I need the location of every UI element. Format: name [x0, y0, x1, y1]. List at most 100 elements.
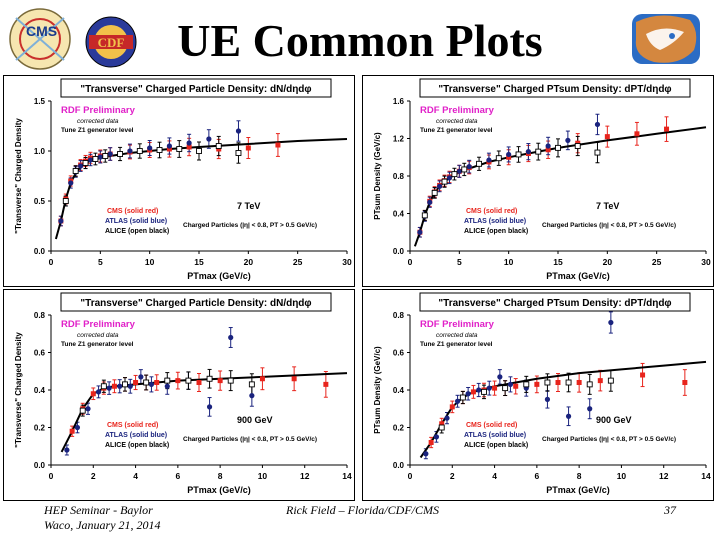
- y-axis-label: PTsum Density (GeV/c): [373, 132, 382, 220]
- legend-atlas: ATLAS (solid blue): [105, 218, 167, 225]
- y-tick-label: 0.0: [34, 461, 46, 470]
- y-tick-label: 1.5: [34, 97, 46, 106]
- cms-point: [259, 376, 265, 382]
- florida-gator-logo: [630, 10, 702, 70]
- x-tick-label: 15: [553, 257, 563, 267]
- legend-atlas: ATLAS (solid blue): [105, 432, 167, 439]
- chart-title-box: [60, 78, 332, 98]
- energy-label: 7 TeV: [596, 201, 619, 211]
- atlas-point: [506, 151, 512, 158]
- cdf-logo: CDF: [80, 14, 142, 70]
- rdf-preliminary-label: RDF Preliminary: [420, 105, 495, 116]
- cms-point: [634, 131, 640, 137]
- alice-point: [607, 377, 614, 384]
- alice-point: [196, 148, 202, 154]
- footer-venue-line1: HEP Seminar - Baylor: [44, 503, 153, 517]
- atlas-point: [456, 168, 462, 174]
- atlas-point: [97, 154, 103, 160]
- y-axis-label: "Transverse" Charged Density: [14, 118, 23, 234]
- cms-point: [545, 147, 551, 153]
- atlas-point: [437, 183, 443, 189]
- x-tick-label: 5: [457, 257, 462, 267]
- alice-point: [438, 424, 445, 431]
- atlas-point: [147, 145, 153, 151]
- footer-author: Rick Field – Florida/CDF/CMS: [286, 503, 439, 517]
- atlas-point: [249, 393, 255, 399]
- cms-point: [470, 389, 476, 395]
- x-axis-label: PTmax (GeV/c): [546, 485, 610, 495]
- footer-venue-line2: Waco, January 21, 2014: [44, 518, 161, 532]
- panel-frame: [3, 75, 355, 287]
- atlas-point: [565, 413, 572, 419]
- atlas-point: [497, 374, 503, 380]
- atlas-point: [444, 415, 450, 421]
- y-axis-label: "Transverse" Charged Density: [14, 332, 23, 448]
- alice-point: [555, 144, 561, 151]
- chart-svg: "Transverse" Charged Particle Density: d…: [3, 75, 355, 287]
- rdf-preliminary-label: RDF Preliminary: [61, 319, 136, 330]
- tune-label: Tune Z1 generator level: [420, 127, 493, 134]
- alice-point: [451, 171, 458, 178]
- alice-point: [459, 394, 466, 401]
- atlas-point: [117, 383, 123, 389]
- cms-point: [196, 380, 202, 385]
- alice-point: [235, 150, 242, 156]
- atlas-point: [608, 319, 614, 326]
- y-tick-label: 0.2: [393, 424, 405, 433]
- chart-title-box: [60, 292, 332, 312]
- alice-point: [100, 383, 107, 390]
- atlas-point: [107, 151, 113, 157]
- alice-point: [523, 381, 530, 388]
- rdf-preliminary-label: RDF Preliminary: [420, 319, 495, 330]
- alice-point: [62, 198, 69, 204]
- cuts-label: Charged Particles (|η| < 0.8, PT > 0.5 G…: [542, 436, 676, 443]
- alice-point: [594, 149, 601, 156]
- y-tick-label: 0.0: [393, 247, 405, 256]
- alice-point: [544, 379, 551, 386]
- atlas-point: [127, 383, 133, 389]
- alice-point: [565, 379, 572, 386]
- tune-label: Tune Z1 generator level: [61, 341, 134, 348]
- cms-point: [576, 380, 582, 385]
- atlas-point: [235, 128, 242, 134]
- x-axis-label: PTmax (GeV/c): [187, 271, 251, 281]
- cms-point: [291, 376, 297, 382]
- cms-point: [166, 146, 172, 152]
- legend-atlas: ATLAS (solid blue): [464, 218, 526, 225]
- x-tick-label: 8: [577, 471, 582, 481]
- x-tick-label: 30: [701, 257, 711, 267]
- cms-point: [506, 154, 512, 160]
- atlas-point: [127, 148, 133, 154]
- alice-point: [92, 156, 99, 162]
- x-tick-label: 12: [659, 471, 669, 481]
- chart-panel-900gev-ptsum: "Transverse" Charged PTsum Density: dPT/…: [362, 289, 714, 501]
- cms-point: [492, 385, 498, 391]
- y-tick-label: 0.2: [34, 424, 46, 433]
- y-tick-label: 1.2: [393, 135, 405, 144]
- atlas-point: [594, 121, 601, 128]
- alice-point: [79, 407, 86, 414]
- energy-label: 900 GeV: [237, 415, 273, 425]
- alice-point: [476, 160, 483, 167]
- atlas-point: [186, 140, 192, 146]
- atlas-point: [78, 163, 84, 169]
- atlas-point: [74, 424, 81, 431]
- page-number: 37: [664, 503, 676, 517]
- corrected-data-label: corrected data: [77, 118, 119, 125]
- cms-point: [69, 428, 75, 434]
- x-tick-label: 0: [49, 257, 54, 267]
- x-tick-label: 10: [258, 471, 268, 481]
- cms-point: [90, 391, 96, 397]
- cuts-label: Charged Particles (|η| < 0.8, PT > 0.5 G…: [183, 222, 317, 229]
- alice-point: [176, 146, 183, 152]
- atlas-point: [423, 451, 429, 457]
- cms-point: [275, 142, 281, 148]
- atlas-point: [565, 137, 571, 143]
- atlas-point: [476, 387, 482, 393]
- panel-frame: [362, 289, 714, 501]
- atlas-point: [465, 391, 471, 397]
- y-tick-label: 0.8: [393, 311, 405, 320]
- footer-venue: HEP Seminar - Baylor Waco, January 21, 2…: [44, 503, 161, 533]
- atlas-point: [486, 157, 492, 163]
- x-tick-label: 2: [91, 471, 96, 481]
